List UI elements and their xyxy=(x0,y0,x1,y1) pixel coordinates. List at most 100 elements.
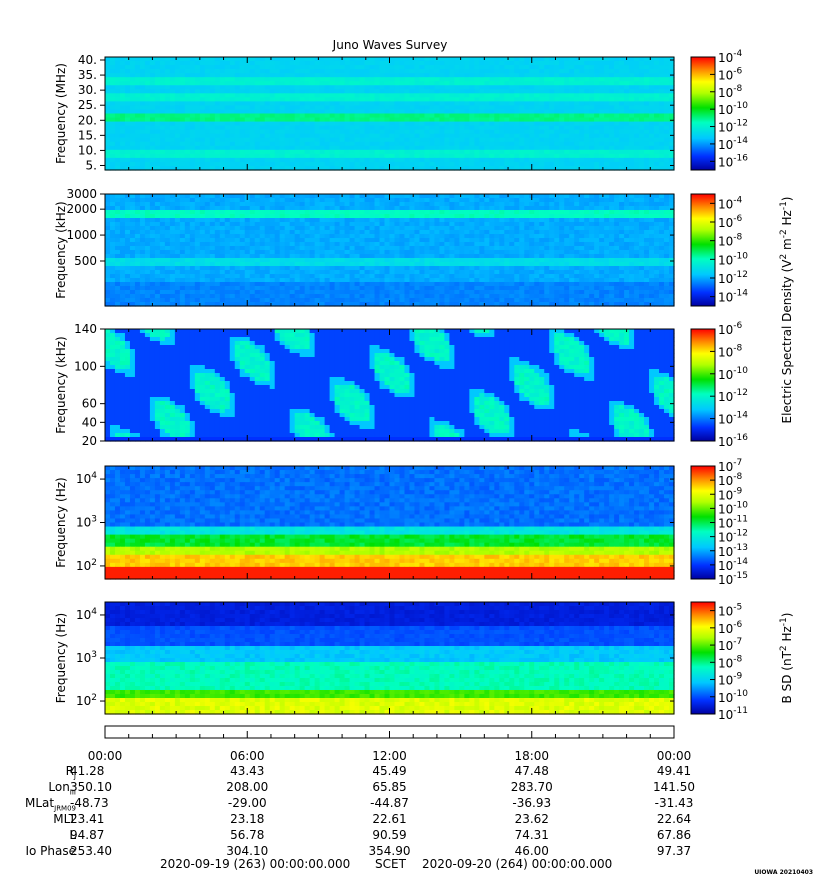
y-tick-label: 15. xyxy=(78,128,97,142)
spectrogram-1 xyxy=(105,57,675,171)
colorbar-tick-label: 10-10 xyxy=(718,689,748,705)
ephemeris-value: 208.00 xyxy=(207,780,287,794)
ephemeris-value: 23.41 xyxy=(70,812,150,826)
panel-5: 104 103 102 Frequency (Hz) 10-510-610-710-8 1… xyxy=(54,601,748,722)
spectrogram-5 xyxy=(105,602,675,715)
electric-colorbar-title: Electric Spectral Density (V2 m-2 Hz-1) xyxy=(779,196,794,423)
ephemeris-value: -36.93 xyxy=(492,796,572,810)
colorbar-tick-label: 10-15 xyxy=(718,571,748,587)
ephemeris-value: 94.87 xyxy=(70,828,150,842)
time-axis-ticks xyxy=(104,731,675,738)
colorbar-5 xyxy=(691,602,715,714)
y-tick-label: 40 xyxy=(82,415,97,429)
ephemeris-value: 47.48 xyxy=(492,764,572,778)
colorbar-tick-label: 10-8 xyxy=(718,654,743,670)
colorbar-tick-label: 10-8 xyxy=(718,84,743,100)
colorbar-tick-label: 10-8 xyxy=(718,343,743,359)
colorbar-tick-label: 10-6 xyxy=(718,321,743,337)
colorbar-tick-label: 10-11 xyxy=(718,706,748,722)
y-tick-label: 104 xyxy=(76,471,97,486)
colorbar-tick-label: 10-16 xyxy=(718,153,748,169)
colorbar-tick-label: 10-6 xyxy=(718,214,743,230)
colorbar-tick-label: 10-10 xyxy=(718,101,748,117)
y-tick-label: 103 xyxy=(76,650,97,665)
y-axis-label: Frequency (MHz) xyxy=(54,63,68,164)
panels: 40.35.30.25.20.15.10.5. Frequency (MHz) 10… xyxy=(54,49,748,722)
ephemeris-value: 90.59 xyxy=(350,828,430,842)
colorbar-tick-label: 10-6 xyxy=(718,66,743,82)
ephemeris-label: L xyxy=(6,828,76,842)
y-tick-label: 2000 xyxy=(66,202,97,216)
colorbar-2 xyxy=(691,194,715,306)
colorbar-tick-label: 10-8 xyxy=(718,233,743,249)
y-axis-label: Frequency (Hz) xyxy=(54,477,68,568)
ephemeris-value: 350.10 xyxy=(70,780,150,794)
colorbar-tick-label: 10-14 xyxy=(718,136,748,152)
ephemeris-value: -44.87 xyxy=(350,796,430,810)
y-axis-label: Frequency (Hz) xyxy=(54,613,68,704)
ephemeris-label: Io Phase xyxy=(6,844,76,858)
ephemeris-value: 67.86 xyxy=(634,828,714,842)
ephemeris-value: 22.64 xyxy=(634,812,714,826)
colorbar-tick-label: 10-7 xyxy=(718,637,742,653)
ephemeris-table: 00:00 06:00 12:00 18:00 00:00 RJ 41.28 43.43 45… xyxy=(0,745,815,880)
colorbar-tick-label: 10-5 xyxy=(718,603,742,619)
ephemeris-value: 45.49 xyxy=(350,764,430,778)
ephemeris-value: 56.78 xyxy=(207,828,287,842)
ephemeris-value: 65.85 xyxy=(350,780,430,794)
y-tick-label: 100 xyxy=(74,359,97,373)
credit: UIOWA 20210403 xyxy=(754,869,813,876)
ephemeris-value: 49.41 xyxy=(634,764,714,778)
time-tick-label: 00:00 xyxy=(65,749,145,763)
colorbar-tick-label: 10-12 xyxy=(718,388,748,404)
ephemeris-value: 97.37 xyxy=(634,844,714,858)
spectrogram-4 xyxy=(105,466,675,580)
ephemeris-label: MLatJRM09 xyxy=(6,796,76,812)
y-tick-label: 102 xyxy=(76,693,97,708)
y-tick-label: 35. xyxy=(78,68,97,82)
time-tick-label: 18:00 xyxy=(492,749,572,763)
figure-title: Juno Waves Survey xyxy=(332,38,448,52)
y-tick-label: 1000 xyxy=(66,228,97,242)
colorbar-tick-label: 10-4 xyxy=(718,195,743,211)
ephemeris-value: 23.18 xyxy=(207,812,287,826)
ephemeris-label: RJ xyxy=(6,764,76,780)
ephemeris-value: 283.70 xyxy=(492,780,572,794)
colorbar-tick-label: 10-4 xyxy=(718,49,743,65)
ephemeris-value: 43.43 xyxy=(207,764,287,778)
ephemeris-value: 74.31 xyxy=(492,828,572,842)
y-tick-label: 10. xyxy=(78,143,97,157)
y-tick-label: 25. xyxy=(78,98,97,112)
y-tick-label: 3000 xyxy=(66,187,97,201)
ephemeris-value: 304.10 xyxy=(207,844,287,858)
ephemeris-value: 23.62 xyxy=(492,812,572,826)
colorbar-tick-label: 10-9 xyxy=(718,672,743,688)
figure: Juno Waves Survey 40.35.30.25.20.15.10.5… xyxy=(54,38,794,739)
y-tick-label: 60 xyxy=(82,397,97,411)
ephemeris-label: LonIII xyxy=(6,780,76,796)
panel-1: 40.35.30.25.20.15.10.5. Frequency (MHz) 10… xyxy=(54,49,748,172)
ephemeris-value: -29.00 xyxy=(207,796,287,810)
ephemeris-label: MLT xyxy=(6,812,76,826)
ephemeris-value: 22.61 xyxy=(350,812,430,826)
colorbar-tick-label: 10-6 xyxy=(718,620,743,636)
time-tick-label: 12:00 xyxy=(350,749,430,763)
colorbar-tick-label: 10-14 xyxy=(718,289,748,305)
colorbar-3 xyxy=(691,329,715,441)
ephemeris-value: 141.50 xyxy=(634,780,714,794)
y-tick-label: 30. xyxy=(78,83,97,97)
spectrogram-2 xyxy=(105,194,675,307)
footer-scet: SCET xyxy=(375,857,406,871)
footer-end: 2020-09-20 (264) 00:00:00.000 xyxy=(422,857,612,871)
colorbar-1 xyxy=(691,57,715,170)
y-tick-label: 102 xyxy=(76,558,97,573)
y-tick-label: 20. xyxy=(78,113,97,127)
panel-3: 140 100 60 40 20 Frequency (kHz) 10-6 10-8 10-10… xyxy=(54,321,748,449)
colorbar-tick-label: 10-10 xyxy=(718,251,748,267)
ephemeris-value: 253.40 xyxy=(70,844,150,858)
ephemeris-value: 41.28 xyxy=(70,764,150,778)
y-tick-label: 104 xyxy=(76,607,97,622)
ephemeris-value: 354.90 xyxy=(350,844,430,858)
